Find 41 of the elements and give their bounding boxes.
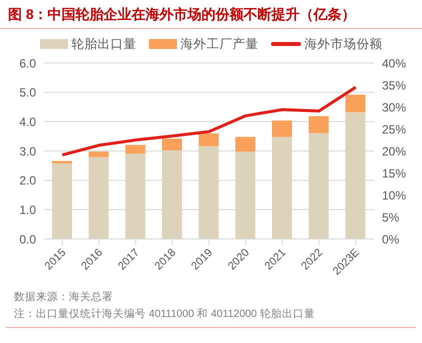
bar: [345, 94, 366, 112]
bar: [272, 120, 292, 137]
y-tick-label: 2.0: [19, 174, 36, 188]
bar: [52, 160, 72, 164]
y2-tick-label: 10%: [382, 188, 406, 202]
line-series: [60, 86, 358, 156]
bar: [125, 154, 146, 239]
bar: [198, 133, 219, 146]
source-note: 数据来源：海关总署: [14, 290, 114, 305]
bar: [272, 136, 292, 239]
y-tick-label: 4.0: [19, 114, 36, 129]
y2-tick-label: 20%: [382, 144, 406, 158]
bar: [162, 150, 182, 239]
bar: [345, 112, 366, 239]
bar: [198, 146, 219, 239]
bar: [235, 152, 256, 239]
y2-tick-label: 5%: [382, 210, 400, 224]
y-tick-label: 1.0: [19, 202, 36, 217]
y-tick-label: 3.0: [19, 144, 36, 158]
legend-label: 海外市场份额: [304, 36, 382, 52]
bar: [125, 144, 146, 154]
text: 注：出口量仅统计海关编号 40111000 和 40112000 轮胎出口量: [14, 307, 316, 322]
y2-tick-label: 40%: [382, 56, 406, 70]
bar: [52, 163, 72, 239]
legend-label: 海外工厂产量: [180, 36, 258, 52]
y2-tick-label: 0%: [382, 232, 400, 246]
legend-label: 轮胎出口量: [72, 36, 136, 52]
bar: [308, 116, 329, 134]
bar: [308, 133, 329, 239]
y2-tick-label: 30%: [382, 100, 406, 114]
y-tick-label: 0.0: [19, 232, 36, 246]
y-tick-label: 5.0: [19, 86, 36, 100]
bar: [162, 138, 182, 150]
y-tick-label: 6.0: [19, 56, 36, 70]
y2-tick-label: 35%: [382, 78, 406, 92]
bar: [88, 152, 109, 158]
chart-title: 图 8：中国轮胎企业在海外市场的份额不断提升（亿条）: [0, 0, 422, 29]
y2-tick-label: 15%: [382, 166, 406, 180]
y2-tick-label: 25%: [382, 122, 406, 136]
bar: [88, 157, 109, 239]
bar: [235, 136, 256, 152]
